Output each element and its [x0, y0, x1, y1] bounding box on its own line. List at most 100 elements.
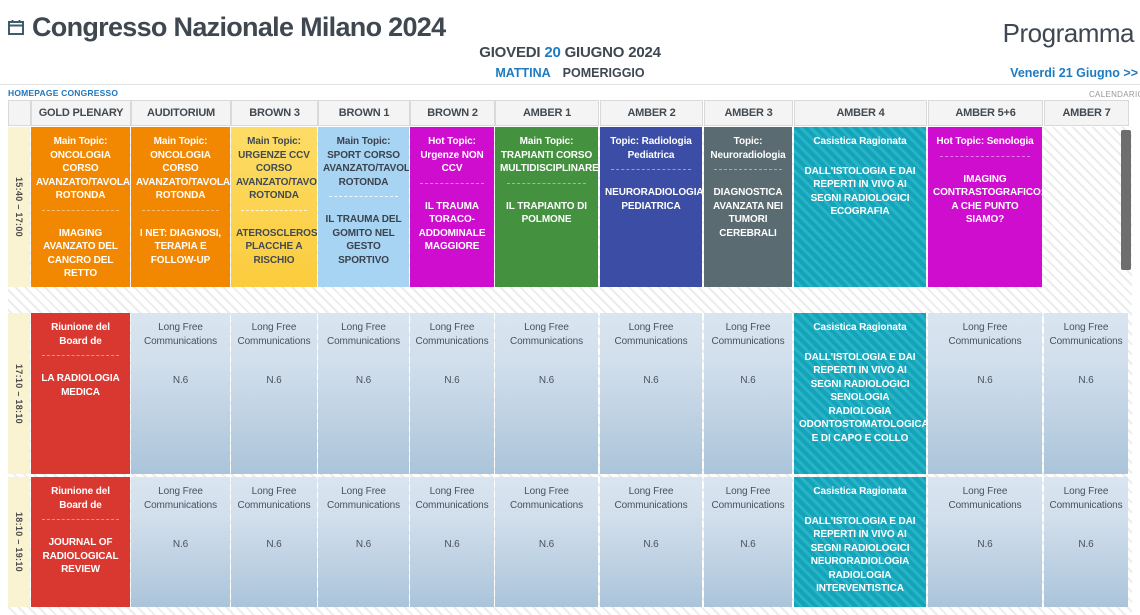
session-cell[interactable]: Casistica Ragionata DALL'ISTOLOGIA E DAI … [794, 477, 926, 607]
date-suffix: GIUGNO 2024 [564, 44, 661, 61]
session-title: Long Free Communications [326, 486, 401, 511]
longfree-cell[interactable]: Long Free Communications N.6 [600, 313, 702, 474]
session-subtitle: N.6 [977, 539, 993, 550]
session-cell[interactable]: Main Topic: ONCOLOGIA CORSO AVANZATO/TAV… [131, 127, 230, 287]
longfree-cell[interactable]: Long Free Communications N.6 [318, 313, 409, 474]
session-subtitle: DALL'ISTOLOGIA E DAI REPERTI IN VIVO AI … [804, 515, 916, 595]
session-subtitle: N.6 [1078, 375, 1094, 386]
next-day-link[interactable]: Venerdi 21 Giugno >> [1010, 66, 1138, 80]
session-title: Riunione del Board de [51, 322, 110, 347]
divider [0, 84, 1140, 85]
session-cell[interactable]: Casistica Ragionata DALL'ISTOLOGIA E DAI … [794, 127, 926, 287]
title-separator [714, 169, 782, 170]
longfree-cell[interactable]: Long Free Communications N.6 [1044, 313, 1128, 474]
longfree-cell[interactable]: Long Free Communications N.6 [600, 477, 702, 607]
title-separator [42, 209, 119, 211]
title-separator [142, 209, 219, 211]
longfree-cell[interactable]: Long Free Communications N.6 [704, 313, 792, 474]
tab-pomeriggio[interactable]: POMERIGGIO [562, 66, 645, 80]
longfree-cell[interactable]: Long Free Communications N.6 [928, 477, 1042, 607]
session-cell[interactable]: Riunione del Board de JOURNAL OF RADIOLOG… [31, 477, 130, 607]
programma-title: Programma [1002, 18, 1135, 48]
session-cell[interactable]: Main Topic: TRAPIANTI CORSO MULTIDISCIPL… [495, 127, 598, 287]
session-cell[interactable]: Main Topic: URGENZE CCV CORSO AVANZATO/T… [231, 127, 317, 287]
session-subtitle: IMAGING CONTRASTOGRAFICO: A CHE PUNTO SI… [933, 173, 1042, 226]
session-cell[interactable]: Main Topic: SPORT CORSO AVANZATO/TAVOLA … [318, 127, 409, 287]
column-header-auditorium: AUDITORIUM [131, 100, 231, 126]
column-header-brown-3: BROWN 3 [231, 100, 318, 126]
title-separator [940, 155, 1030, 157]
session-subtitle: IL TRAUMA DEL GOMITO NEL GESTO SPORTIVO [325, 214, 402, 266]
session-subtitle: N.6 [355, 375, 372, 386]
session-title: Long Free Communications [415, 486, 489, 511]
longfree-cell[interactable]: Long Free Communications N.6 [495, 313, 598, 474]
time-column-cell [8, 127, 30, 287]
page-title: Congresso Nazionale Milano 2024 [32, 12, 446, 42]
tab-mattina[interactable]: MATTINA [495, 66, 551, 80]
session-title: Main Topic: SPORT CORSO AVANZATO/TAVOLA … [323, 136, 409, 188]
session-cell[interactable]: Topic: Radiologia Pediatrica NEURORADIOLO… [600, 127, 702, 287]
time-label: 18:10 – 19:10 [14, 512, 24, 572]
session-subtitle: LA RADIOLOGIA MEDICA [41, 373, 120, 398]
longfree-cell[interactable]: Long Free Communications N.6 [131, 313, 230, 474]
longfree-cell[interactable]: Long Free Communications N.6 [928, 313, 1042, 474]
session-title: Hot Topic: Senologia [936, 136, 1034, 147]
calendar-icon [8, 20, 24, 35]
session-title: Long Free Communications [614, 486, 688, 511]
session-subtitle: N.6 [538, 375, 555, 386]
longfree-cell[interactable]: Long Free Communications N.6 [231, 313, 317, 474]
longfree-cell[interactable]: Long Free Communications N.6 [410, 477, 494, 607]
session-title: Long Free Communications [237, 322, 311, 347]
session-cell[interactable]: Topic: Neuroradiologia DIAGNOSTICA AVANZA… [704, 127, 792, 287]
longfree-cell[interactable]: Long Free Communications N.6 [495, 477, 598, 607]
session-title: Hot Topic: Urgenze NON CCV [420, 136, 484, 174]
session-subtitle: N.6 [740, 375, 756, 386]
longfree-cell[interactable]: Long Free Communications N.6 [704, 477, 792, 607]
column-header-amber-5-6: AMBER 5+6 [928, 100, 1043, 126]
session-subtitle: N.6 [538, 539, 555, 550]
column-header-amber-2: AMBER 2 [600, 100, 703, 126]
column-header-amber-1: AMBER 1 [495, 100, 599, 126]
session-cell[interactable]: Casistica Ragionata DALL'ISTOLOGIA E DAI … [794, 313, 926, 474]
column-header-amber-4: AMBER 4 [794, 100, 927, 126]
column-header-amber-7: AMBER 7 [1044, 100, 1129, 126]
longfree-cell[interactable]: Long Free Communications N.6 [410, 313, 494, 474]
session-subtitle: N.6 [266, 375, 282, 386]
session-subtitle: N.6 [172, 539, 189, 550]
session-title: Casistica Ragionata [813, 486, 907, 497]
session-cell[interactable]: Main Topic: ONCOLOGIA CORSO AVANZATO/TAV… [31, 127, 130, 287]
session-cell[interactable]: Hot Topic: Senologia IMAGING CONTRASTOGRA… [928, 127, 1042, 287]
session-subtitle: JOURNAL OF RADIOLOGICAL REVIEW [42, 537, 119, 575]
longfree-cell[interactable]: Long Free Communications N.6 [231, 477, 317, 607]
calendario-link[interactable]: CALENDARIO [1088, 90, 1140, 99]
session-title: Long Free Communications [237, 486, 311, 511]
title-separator [328, 196, 399, 197]
session-title: Topic: Neuroradiologia [710, 136, 786, 161]
vertical-scrollbar-thumb[interactable] [1121, 130, 1131, 270]
session-cell[interactable]: Hot Topic: Urgenze NON CCV IL TRAUMA TORA… [410, 127, 494, 287]
longfree-cell[interactable]: Long Free Communications N.6 [1044, 477, 1128, 607]
session-title: Long Free Communications [326, 322, 401, 347]
session-title: Long Free Communications [415, 322, 489, 347]
homepage-link[interactable]: HOMEPAGE CONGRESSO [8, 88, 119, 98]
session-cell[interactable]: Riunione del Board de LA RADIOLOGIA MEDIC… [31, 313, 130, 474]
session-title: Long Free Communications [509, 486, 584, 511]
session-subtitle: N.6 [355, 539, 372, 550]
time-column-cell [8, 313, 30, 474]
session-subtitle: ATEROSCLEROSI: PLACCHE A RISCHIO [236, 227, 317, 266]
column-header-gold-plenary: GOLD PLENARY [31, 100, 131, 126]
time-label: 15:40 – 17:00 [14, 177, 24, 237]
session-subtitle: N.6 [643, 375, 659, 386]
session-title: Long Free Communications [948, 486, 1022, 511]
daypart-tabs: MATTINA POMERIGGIO [0, 66, 1140, 80]
session-title: Long Free Communications [948, 322, 1022, 347]
longfree-cell[interactable]: Long Free Communications N.6 [131, 477, 230, 607]
top-bar: Congresso Nazionale Milano 2024 Programm… [8, 12, 1135, 48]
session-subtitle: IL TRAPIANTO DI POLMONE [506, 200, 587, 226]
session-subtitle: DIAGNOSTICA AVANZATA NEI TUMORI CEREBRAL… [713, 187, 783, 239]
title-separator [42, 355, 119, 356]
longfree-cell[interactable]: Long Free Communications N.6 [318, 477, 409, 607]
session-title: Long Free Communications [614, 322, 688, 347]
session-subtitle: N.6 [266, 539, 282, 550]
